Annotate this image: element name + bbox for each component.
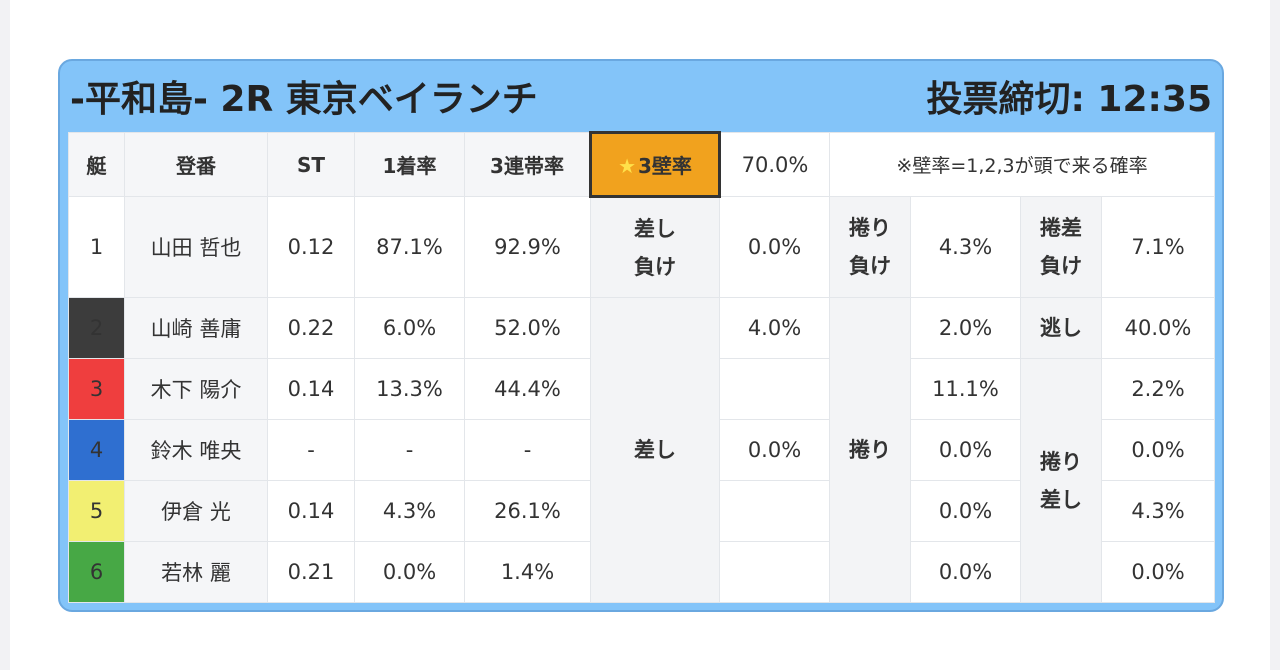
st-value: 0.21 bbox=[267, 541, 355, 603]
boat-number-5: 5 bbox=[68, 480, 125, 542]
wall-rate-value: 70.0% bbox=[719, 132, 830, 197]
racer-name: 山崎 善庸 bbox=[124, 297, 268, 359]
race-title: -平和島- 2R 東京ベイランチ bbox=[70, 79, 538, 120]
trio-rate-value: 44.4% bbox=[464, 358, 591, 420]
race-stats-table: 艇 登番 ST 1着率 3連帯率 ★ 3壁率 70.0% ※壁率=1,2,3が頭で… bbox=[68, 131, 1215, 603]
wall-rate-label: 3壁率 bbox=[638, 154, 692, 178]
sashi-value: 0.0% bbox=[719, 419, 830, 481]
makuri-make-value: 4.3% bbox=[910, 196, 1021, 298]
makuri-sashi-value: 2.2% bbox=[1101, 358, 1215, 420]
makuri-sashi-value: 0.0% bbox=[1101, 541, 1215, 603]
header-st: ST bbox=[267, 132, 355, 197]
label-makuri-sashi: 捲り差し bbox=[1020, 358, 1102, 603]
makuri-value: 0.0% bbox=[910, 480, 1021, 542]
label-nige: 逃し bbox=[1020, 297, 1102, 359]
makuri-sashi-value: 4.3% bbox=[1101, 480, 1215, 542]
boat-number-2: 2 bbox=[68, 297, 125, 359]
label-makuri-make: 捲り負け bbox=[829, 196, 911, 298]
label-makurizashi-make: 捲差負け bbox=[1020, 196, 1102, 298]
makuri-value: 2.0% bbox=[910, 297, 1021, 359]
sashi-value bbox=[719, 480, 830, 542]
racer-name: 若林 麗 bbox=[124, 541, 268, 603]
header-name: 登番 bbox=[124, 132, 268, 197]
sashi-value: 4.0% bbox=[719, 297, 830, 359]
label-sashi: 差し bbox=[590, 297, 720, 603]
st-value: 0.14 bbox=[267, 480, 355, 542]
makuri-value: 0.0% bbox=[910, 541, 1021, 603]
betting-deadline: 投票締切: 12:35 bbox=[926, 79, 1212, 120]
first-rate-value: - bbox=[354, 419, 465, 481]
sashi-value bbox=[719, 358, 830, 420]
table-row: 1 山田 哲也 0.12 87.1% 92.9% 差し負け 0.0% 捲り負け … bbox=[68, 196, 1215, 298]
racer-name: 鈴木 唯央 bbox=[124, 419, 268, 481]
wall-rate-badge: ★ 3壁率 bbox=[589, 131, 721, 198]
star-icon: ★ bbox=[618, 154, 636, 178]
boat-number-3: 3 bbox=[68, 358, 125, 420]
first-rate-value: 0.0% bbox=[354, 541, 465, 603]
sashi-make-value: 0.0% bbox=[719, 196, 830, 298]
nige-value: 40.0% bbox=[1101, 297, 1215, 359]
racer-name: 山田 哲也 bbox=[124, 196, 268, 298]
header-boat: 艇 bbox=[68, 132, 125, 197]
boat-number-6: 6 bbox=[68, 541, 125, 603]
sashi-value bbox=[719, 541, 830, 603]
trio-rate-value: - bbox=[464, 419, 591, 481]
label-sashi-make: 差し負け bbox=[590, 196, 720, 298]
makuri-value: 0.0% bbox=[910, 419, 1021, 481]
racer-name: 伊倉 光 bbox=[124, 480, 268, 542]
makuri-sashi-value: 0.0% bbox=[1101, 419, 1215, 481]
st-value: 0.22 bbox=[267, 297, 355, 359]
header-trio-rate: 3連帯率 bbox=[464, 132, 591, 197]
header-row: 艇 登番 ST 1着率 3連帯率 ★ 3壁率 70.0% ※壁率=1,2,3が頭で… bbox=[68, 131, 1215, 198]
label-makuri: 捲り bbox=[829, 297, 911, 603]
boat-number-4: 4 bbox=[68, 419, 125, 481]
racer-name: 木下 陽介 bbox=[124, 358, 268, 420]
st-value: 0.12 bbox=[267, 196, 355, 298]
table-row: 5 伊倉 光 0.14 4.3% 26.1% 0.0% 4.3% bbox=[68, 480, 1215, 542]
first-rate-value: 4.3% bbox=[354, 480, 465, 542]
trio-rate-value: 26.1% bbox=[464, 480, 591, 542]
makuri-value: 11.1% bbox=[910, 358, 1021, 420]
st-value: 0.14 bbox=[267, 358, 355, 420]
table-row: 2 山崎 善庸 0.22 6.0% 52.0% 差し 4.0% 捲り 2.0% … bbox=[68, 297, 1215, 603]
trio-rate-value: 1.4% bbox=[464, 541, 591, 603]
first-rate-value: 87.1% bbox=[354, 196, 465, 298]
first-rate-value: 13.3% bbox=[354, 358, 465, 420]
makurizashi-make-value: 7.1% bbox=[1101, 196, 1215, 298]
boat-number-1: 1 bbox=[68, 196, 125, 298]
wall-rate-note: ※壁率=1,2,3が頭で来る確率 bbox=[829, 132, 1215, 197]
trio-rate-value: 52.0% bbox=[464, 297, 591, 359]
st-value: - bbox=[267, 419, 355, 481]
table-row: 4 鈴木 唯央 - - - 0.0% 0.0% 0.0% bbox=[68, 419, 1215, 481]
header-first-rate: 1着率 bbox=[354, 132, 465, 197]
table-row: 3 木下 陽介 0.14 13.3% 44.4% 11.1% 捲り差し 2.2% bbox=[68, 358, 1215, 603]
first-rate-value: 6.0% bbox=[354, 297, 465, 359]
trio-rate-value: 92.9% bbox=[464, 196, 591, 298]
table-row: 6 若林 麗 0.21 0.0% 1.4% 0.0% 0.0% bbox=[68, 541, 1215, 603]
